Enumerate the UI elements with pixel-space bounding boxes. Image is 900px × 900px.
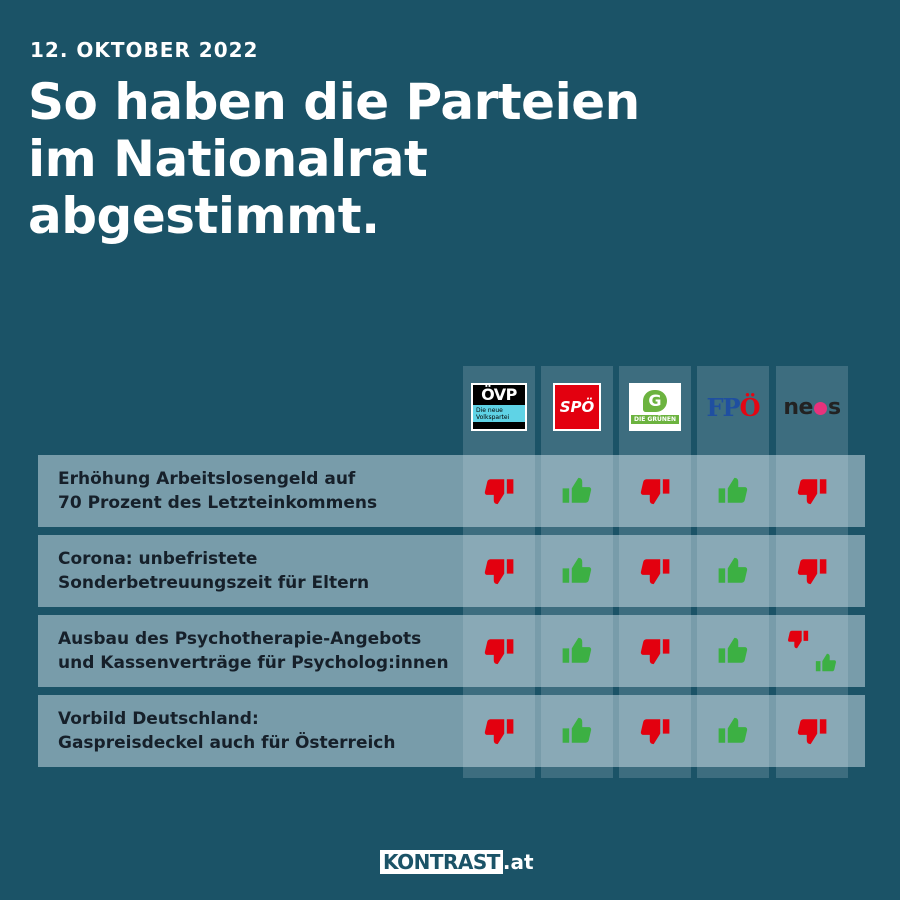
vote-cell-fpoe <box>697 455 769 527</box>
vote-cell-gruene <box>619 535 691 607</box>
motion-label-line: Sonderbetreuungszeit für Eltern <box>58 573 370 593</box>
motion-row <box>38 535 865 607</box>
neos-logo: ne s <box>783 394 841 420</box>
motion-label-line: 70 Prozent des Letzteinkommens <box>58 493 378 513</box>
motion-row <box>38 695 865 767</box>
motion-row <box>38 455 865 527</box>
thumbs-up-icon <box>562 557 592 583</box>
vote-cell-fpoe <box>697 695 769 767</box>
gruene-logo: G DIE GRÜNEN <box>619 378 691 436</box>
thumbs-down-icon <box>484 639 514 665</box>
vote-cell-fpoe <box>697 535 769 607</box>
vote-cell-neos <box>776 615 848 687</box>
motion-label-line: Ausbau des Psychotherapie-Angebots <box>58 629 422 649</box>
thumbs-down-icon <box>797 559 827 585</box>
motion-label-line: Vorbild Deutschland: <box>58 709 259 729</box>
vote-cell-gruene <box>619 455 691 527</box>
motion-label: Ausbau des Psychotherapie-Angebots und K… <box>58 627 468 675</box>
motion-label: Erhöhung Arbeitslosengeld auf 70 Prozent… <box>58 467 468 515</box>
motion-label: Corona: unbefristete Sonderbetreuungszei… <box>58 547 468 595</box>
vote-cell-gruene <box>619 615 691 687</box>
vote-cell-spoe <box>541 615 613 687</box>
vote-cell-neos <box>776 455 848 527</box>
gruene-logo-mark: G <box>643 390 667 412</box>
thumbs-up-icon <box>815 653 836 672</box>
motion-label: Vorbild Deutschland: Gaspreisdeckel auch… <box>58 707 468 755</box>
footer-brand: KONTRAST <box>380 850 503 874</box>
title-line: So haben die Parteien <box>28 73 640 131</box>
thumbs-up-icon <box>718 477 748 503</box>
thumbs-down-icon <box>484 719 514 745</box>
vote-cell-oevp <box>463 615 535 687</box>
vote-cell-oevp <box>463 455 535 527</box>
footer-suffix: .at <box>502 850 534 874</box>
page-title: So haben die Parteien im Nationalrat abg… <box>28 74 640 245</box>
title-line: im Nationalrat <box>28 130 428 188</box>
thumbs-down-icon <box>640 719 670 745</box>
oevp-logo-subtext: Die neue Volkspartei <box>473 405 525 422</box>
vote-cell-gruene <box>619 695 691 767</box>
thumbs-down-icon <box>484 559 514 585</box>
oevp-logo-text: ÖVP <box>481 385 517 404</box>
vote-cell-oevp <box>463 535 535 607</box>
motion-label-line: Corona: unbefristete <box>58 549 258 569</box>
vote-cell-fpoe <box>697 615 769 687</box>
vote-cell-spoe <box>541 535 613 607</box>
oevp-logo: ÖVP Die neue Volkspartei <box>463 378 535 436</box>
title-line: abgestimmt. <box>28 187 380 245</box>
motion-label-line: und Kassenverträge für Psycholog:innen <box>58 653 449 673</box>
vote-cell-neos <box>776 535 848 607</box>
motion-label-line: Gaspreisdeckel auch für Österreich <box>58 733 396 753</box>
motion-label-line: Erhöhung Arbeitslosengeld auf <box>58 469 356 489</box>
thumbs-up-icon <box>562 637 592 663</box>
vote-cell-spoe <box>541 695 613 767</box>
thumbs-up-icon <box>718 717 748 743</box>
vote-cell-neos <box>776 695 848 767</box>
vote-cell-oevp <box>463 695 535 767</box>
thumbs-down-icon <box>640 479 670 505</box>
thumbs-down-icon <box>640 559 670 585</box>
thumbs-down-icon <box>788 630 809 649</box>
motion-row <box>38 615 865 687</box>
thumbs-down-icon <box>484 479 514 505</box>
footer-logo: KONTRAST .at <box>380 850 534 874</box>
fpoe-logo: FPÖ <box>706 392 761 422</box>
gruene-logo-text: DIE GRÜNEN <box>631 415 679 424</box>
thumbs-down-icon <box>797 719 827 745</box>
vote-cell-spoe <box>541 455 613 527</box>
thumbs-up-icon <box>562 477 592 503</box>
thumbs-up-icon <box>718 557 748 583</box>
thumbs-down-icon <box>797 479 827 505</box>
date-label: 12. OKTOBER 2022 <box>30 38 259 62</box>
thumbs-up-icon <box>718 637 748 663</box>
spoe-logo: SPÖ <box>541 378 613 436</box>
thumbs-down-icon <box>640 639 670 665</box>
thumbs-up-icon <box>562 717 592 743</box>
spoe-logo-text: SPÖ <box>553 383 601 431</box>
